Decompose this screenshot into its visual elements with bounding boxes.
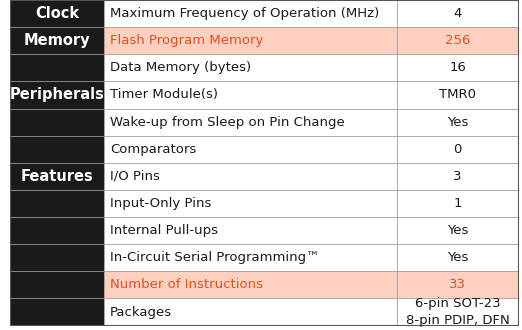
Bar [397,109,519,136]
Bar [10,27,104,54]
Bar [10,163,104,190]
Bar [104,82,397,109]
Text: Wake-up from Sleep on Pin Change: Wake-up from Sleep on Pin Change [110,115,345,129]
Text: TMR0: TMR0 [439,88,476,101]
Bar [104,217,397,244]
Bar [104,0,397,27]
Bar [10,244,104,271]
Text: 256: 256 [445,34,470,47]
Bar [104,54,397,82]
Text: Yes: Yes [447,251,468,264]
Text: Internal Pull-ups: Internal Pull-ups [110,224,218,237]
Text: Packages: Packages [110,306,172,318]
Bar [10,136,104,163]
Text: Flash Program Memory: Flash Program Memory [110,34,264,47]
Bar [397,298,519,326]
Bar [397,217,519,244]
Text: Memory: Memory [24,33,90,48]
Text: Number of Instructions: Number of Instructions [110,279,263,291]
Bar [397,27,519,54]
Text: In-Circuit Serial Programming™: In-Circuit Serial Programming™ [110,251,319,264]
Bar [104,163,397,190]
Bar [397,163,519,190]
Bar [10,271,104,298]
Bar [10,109,104,136]
Bar [104,109,397,136]
Text: 3: 3 [454,170,462,183]
Bar [397,54,519,82]
Bar [10,217,104,244]
Bar [104,244,397,271]
Bar [10,0,104,27]
Bar [10,82,104,109]
Bar [104,136,397,163]
Bar [10,190,104,217]
Text: 6-pin SOT-23
8-pin PDIP, DFN: 6-pin SOT-23 8-pin PDIP, DFN [406,297,509,327]
Text: 1: 1 [454,197,462,210]
Bar [397,271,519,298]
Text: Yes: Yes [447,224,468,237]
Text: 33: 33 [449,279,466,291]
Bar [397,136,519,163]
Text: Data Memory (bytes): Data Memory (bytes) [110,61,252,74]
Bar [397,82,519,109]
Text: Timer Module(s): Timer Module(s) [110,88,218,101]
Text: 0: 0 [454,143,462,156]
Text: Peripherals: Peripherals [9,87,104,102]
Bar [104,271,397,298]
Bar [397,190,519,217]
Text: I/O Pins: I/O Pins [110,170,160,183]
Text: Maximum Frequency of Operation (MHz): Maximum Frequency of Operation (MHz) [110,7,379,20]
Bar [10,298,104,326]
Text: Comparators: Comparators [110,143,196,156]
Text: 16: 16 [449,61,466,74]
Text: Yes: Yes [447,115,468,129]
Bar [104,27,397,54]
Text: Input-Only Pins: Input-Only Pins [110,197,211,210]
Text: Features: Features [21,169,93,184]
Bar [397,0,519,27]
Bar [397,244,519,271]
Bar [104,298,397,326]
Text: Clock: Clock [35,6,79,21]
Bar [104,190,397,217]
Bar [10,54,104,82]
Text: 4: 4 [454,7,462,20]
